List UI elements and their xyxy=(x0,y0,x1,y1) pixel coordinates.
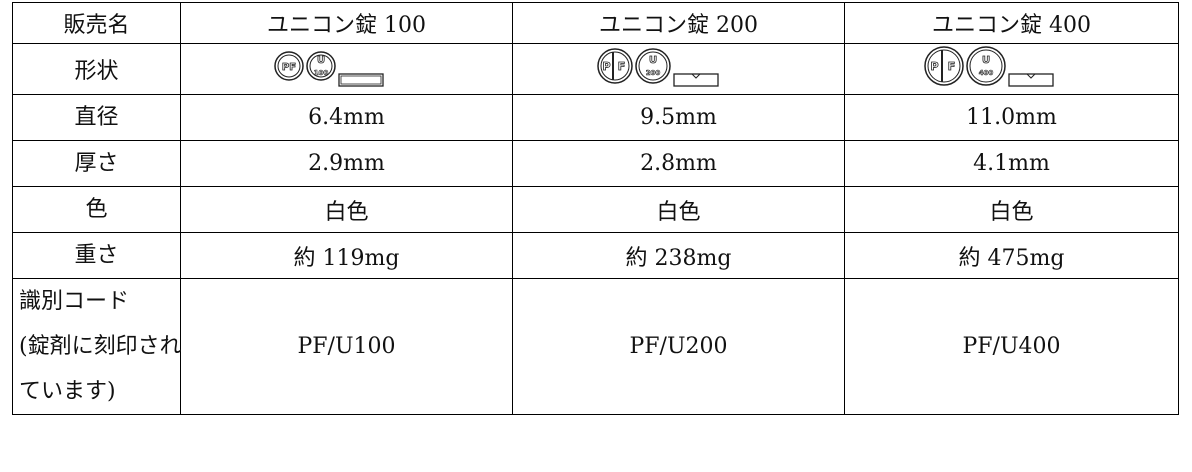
value-cell: 約 238mg xyxy=(512,232,845,279)
row-label-line: ています) xyxy=(19,379,116,404)
data-row: 直径 6.4mm 9.5mm 11.0mm xyxy=(12,94,1179,141)
tablet-back xyxy=(305,51,336,81)
value-cell: PF/U100 xyxy=(180,278,513,415)
tablet-rim xyxy=(600,51,629,81)
header-cell: ユニコン錠 400 xyxy=(844,2,1179,44)
header-row: 販売名 ユニコン錠 100 ユニコン錠 200 ユニコン錠 400 xyxy=(12,2,1179,44)
tablet-side xyxy=(337,73,384,87)
value-cell: 白色 xyxy=(180,186,513,233)
row-label: 重さ xyxy=(12,232,181,279)
imprint: P xyxy=(602,60,610,73)
value-cell: 白色 xyxy=(844,186,1179,233)
value-cell: 6.4mm xyxy=(180,94,513,141)
side-notch xyxy=(1026,73,1035,79)
imprint-strength: 400 xyxy=(978,69,993,77)
row-label: 厚さ xyxy=(12,140,181,187)
imprint-code: U xyxy=(316,55,324,66)
imprint: PF xyxy=(281,62,295,73)
header-cell: ユニコン錠 200 xyxy=(512,2,845,44)
value-cell: 約 475mg xyxy=(844,232,1179,279)
data-row: 識別コード (錠剤に刻印され ています) PF/U100 PF/U200 PF/U400 xyxy=(12,278,1179,415)
imprint: F xyxy=(617,60,625,73)
row-label: 直径 xyxy=(12,94,181,141)
spec-table: 販売名 ユニコン錠 100 ユニコン錠 200 ユニコン錠 400 形状 PF U 100 P F… xyxy=(12,2,1179,415)
imprint-code: U xyxy=(648,55,656,66)
tablet-front xyxy=(273,51,304,81)
data-row: 重さ 約 119mg 約 238mg 約 475mg xyxy=(12,232,1179,279)
row-label: 色 xyxy=(12,186,181,233)
shape-cell: P F U 200 xyxy=(512,43,845,95)
value-cell: 約 119mg xyxy=(180,232,513,279)
value-cell: 9.5mm xyxy=(512,94,845,141)
shape-cell: PF U 100 xyxy=(180,43,513,95)
imprint: F xyxy=(947,60,955,73)
row-label-line: 厚さ xyxy=(74,151,119,176)
imprint-code: U xyxy=(981,55,989,66)
tablet-back xyxy=(634,48,671,84)
row-label-line: (錠剤に刻印され xyxy=(19,334,182,359)
shape-row: 形状 PF U 100 P F U 200 P F U 400 xyxy=(12,43,1179,95)
row-label-line: 重さ xyxy=(74,243,119,268)
header-cell: ユニコン錠 100 xyxy=(180,2,513,44)
tablet-rim xyxy=(927,49,960,83)
tablet-back xyxy=(965,46,1006,86)
tablet-rim xyxy=(969,49,1002,83)
value-cell: 2.8mm xyxy=(512,140,845,187)
value-cell: PF/U200 xyxy=(512,278,845,415)
value-cell: 2.9mm xyxy=(180,140,513,187)
row-label: 識別コード (錠剤に刻印され ています) xyxy=(12,278,182,415)
value-cell: PF/U400 xyxy=(844,278,1179,415)
tablet-icon: P F U 200 xyxy=(596,48,719,87)
imprint: P xyxy=(930,60,938,73)
data-row: 色白色 白色 白色 xyxy=(12,186,1179,233)
table-body: 販売名 ユニコン錠 100 ユニコン錠 200 ユニコン錠 400 形状 PF U 100 P F… xyxy=(12,2,1179,415)
shape-cell: P F U 400 xyxy=(844,43,1179,95)
value-cell: 11.0mm xyxy=(844,94,1179,141)
header-cell: 販売名 xyxy=(12,2,181,44)
imprint-strength: 200 xyxy=(645,69,660,77)
row-label-line: 色 xyxy=(85,197,108,222)
row-label-line: 識別コード xyxy=(19,289,130,314)
value-cell: 4.1mm xyxy=(844,140,1179,187)
row-label: 形状 xyxy=(12,43,181,95)
side-notch xyxy=(691,73,700,79)
tablet-front xyxy=(596,48,633,84)
tablet-rim xyxy=(638,51,667,81)
tablet-side xyxy=(1007,73,1054,87)
tablet-side xyxy=(672,73,719,87)
value-cell: 白色 xyxy=(512,186,845,233)
side-band xyxy=(340,75,381,85)
tablet-rim xyxy=(309,54,332,78)
row-label-line: 直径 xyxy=(74,105,119,130)
tablet-icon: P F U 400 xyxy=(923,46,1054,87)
tablet-front xyxy=(923,46,964,86)
tablet-icon: PF U 100 xyxy=(273,51,384,87)
data-row: 厚さ 2.9mm 2.8mm 4.1mm xyxy=(12,140,1179,187)
imprint-strength: 100 xyxy=(313,69,328,77)
tablet-rim xyxy=(277,54,300,78)
